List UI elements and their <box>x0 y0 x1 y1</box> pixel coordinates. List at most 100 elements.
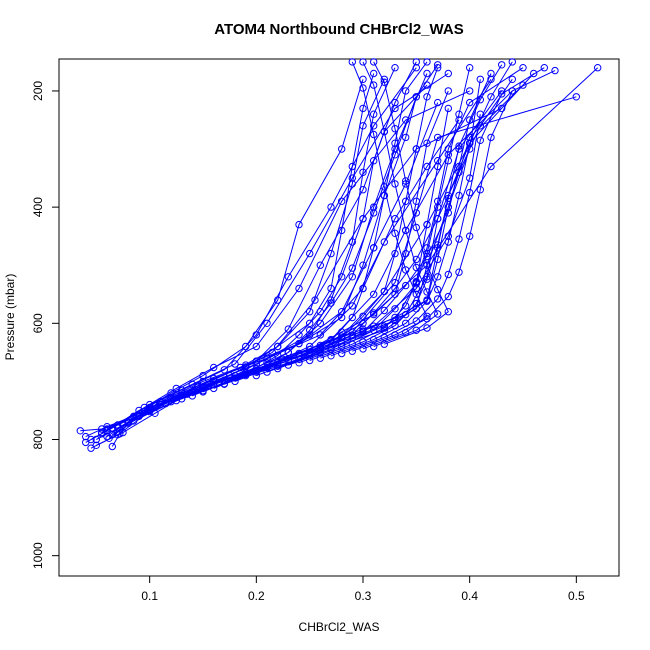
data-point <box>103 425 111 433</box>
data-point <box>412 145 420 153</box>
data-point <box>146 406 154 415</box>
data-point <box>220 380 229 388</box>
data-point <box>444 232 452 240</box>
x-tick-label: 0.5 <box>568 589 585 603</box>
series-line <box>111 79 364 447</box>
y-tick-label: 200 <box>31 81 45 101</box>
data-point <box>412 290 420 298</box>
data-point <box>423 69 431 78</box>
data-point <box>402 302 410 310</box>
y-tick-label: 1000 <box>31 542 45 569</box>
data-point <box>466 188 474 197</box>
data-point <box>359 312 367 320</box>
data-point <box>327 249 335 258</box>
data-point <box>359 104 367 113</box>
data-point <box>412 223 420 232</box>
data-point <box>338 308 346 316</box>
data-point <box>519 64 527 72</box>
series-line <box>362 61 439 347</box>
x-tick-label: 0.1 <box>141 589 158 603</box>
data-point <box>444 270 452 279</box>
data-point <box>295 220 303 229</box>
data-point <box>103 423 111 431</box>
data-point <box>370 69 378 78</box>
data-point <box>348 58 356 66</box>
data-point <box>423 220 431 229</box>
series-line <box>138 96 417 417</box>
series-line <box>320 64 503 359</box>
data-point <box>359 168 367 177</box>
data-point <box>540 64 548 72</box>
data-point <box>380 238 388 246</box>
data-point <box>327 352 335 360</box>
data-point <box>156 400 165 409</box>
data-point <box>370 58 378 66</box>
data-point <box>444 151 452 159</box>
data-point <box>391 151 399 159</box>
data-point <box>391 313 399 322</box>
series-line <box>213 64 439 389</box>
data-point <box>412 255 420 264</box>
data-point <box>359 345 367 353</box>
series-line <box>256 61 428 377</box>
data-point <box>370 290 378 298</box>
data-point <box>306 356 314 365</box>
data-point <box>572 93 580 101</box>
data-point <box>252 342 260 351</box>
data-point <box>402 197 410 206</box>
data-point <box>348 162 356 171</box>
data-point <box>434 215 442 223</box>
data-point <box>455 162 463 171</box>
data-point <box>444 157 452 165</box>
data-point <box>210 384 218 393</box>
data-point <box>231 360 239 368</box>
data-point <box>370 209 378 217</box>
data-point <box>370 157 378 165</box>
data-point <box>284 273 292 281</box>
x-tick-label: 0.2 <box>248 589 265 603</box>
series-line <box>106 114 481 430</box>
data-point <box>455 191 463 200</box>
data-point <box>423 58 431 66</box>
data-point <box>551 66 559 75</box>
data-point <box>530 69 538 78</box>
data-point <box>76 427 85 435</box>
data-point <box>423 139 431 147</box>
data-point <box>327 299 335 307</box>
series-line <box>112 73 428 436</box>
data-point <box>348 264 356 272</box>
series-line <box>101 73 449 435</box>
data-point <box>402 249 410 258</box>
y-tick-label: 600 <box>31 313 45 333</box>
data-point <box>498 104 506 113</box>
data-point <box>487 133 495 142</box>
data-point <box>380 191 388 200</box>
data-point <box>508 58 516 66</box>
data-point <box>380 127 388 136</box>
data-point <box>252 331 260 339</box>
data-point <box>455 142 463 150</box>
data-point <box>434 295 442 303</box>
x-axis-label: CHBrCl2_WAS <box>299 620 380 634</box>
data-point <box>391 249 399 258</box>
series-line <box>341 67 545 354</box>
data-point <box>338 145 346 153</box>
data-point <box>306 326 314 334</box>
chart-title: ATOM4 Northbound CHBrCl2_WAS <box>214 21 463 38</box>
x-axis: 0.1 0.2 0.3 0.4 0.5 <box>141 576 585 603</box>
data-point <box>519 81 527 89</box>
data-point <box>92 435 101 444</box>
series-line <box>309 67 524 361</box>
data-point <box>476 186 484 194</box>
data-point <box>284 348 292 357</box>
data-point <box>380 306 388 315</box>
data-point <box>338 313 346 322</box>
data-point <box>412 299 420 308</box>
data-point <box>391 125 399 133</box>
data-point <box>231 377 239 386</box>
data-point <box>434 285 442 294</box>
data-point <box>242 363 250 371</box>
data-point <box>487 69 495 78</box>
data-point <box>188 392 197 400</box>
plot-frame <box>58 58 620 577</box>
